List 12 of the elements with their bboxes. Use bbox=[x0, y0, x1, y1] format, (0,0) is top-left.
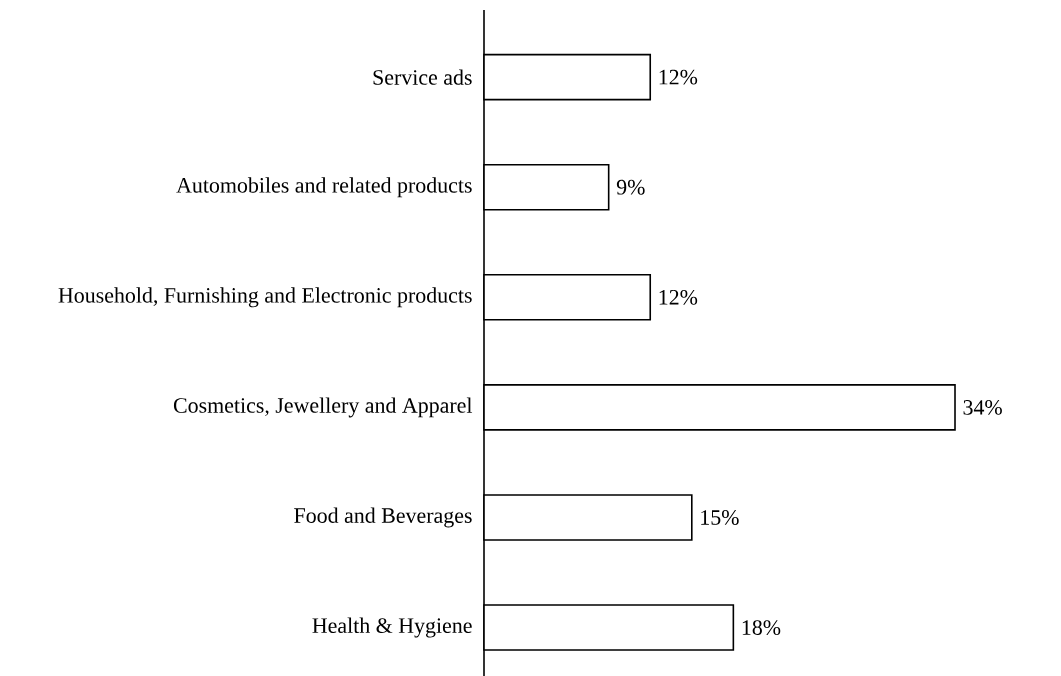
y-tick-label: Service ads bbox=[373, 69, 472, 85]
data-label: 15% bbox=[701, 510, 739, 525]
data-label: 34% bbox=[963, 399, 1002, 415]
y-tick-label: Health & Hygiene bbox=[312, 617, 472, 638]
y-tick-label: Food and Beverages bbox=[294, 507, 472, 528]
data-label: 18% bbox=[742, 620, 781, 635]
data-label: 12% bbox=[659, 289, 698, 305]
data-label: 12% bbox=[659, 69, 698, 85]
y-tick-label: Cosmetics, Jewellery and Apparel bbox=[173, 397, 473, 418]
y-tick-label: Automobiles and related products bbox=[176, 177, 472, 198]
y-tick-label: Household, Furnishing and Electronic products bbox=[58, 287, 472, 308]
data-label: 9% bbox=[616, 179, 645, 195]
